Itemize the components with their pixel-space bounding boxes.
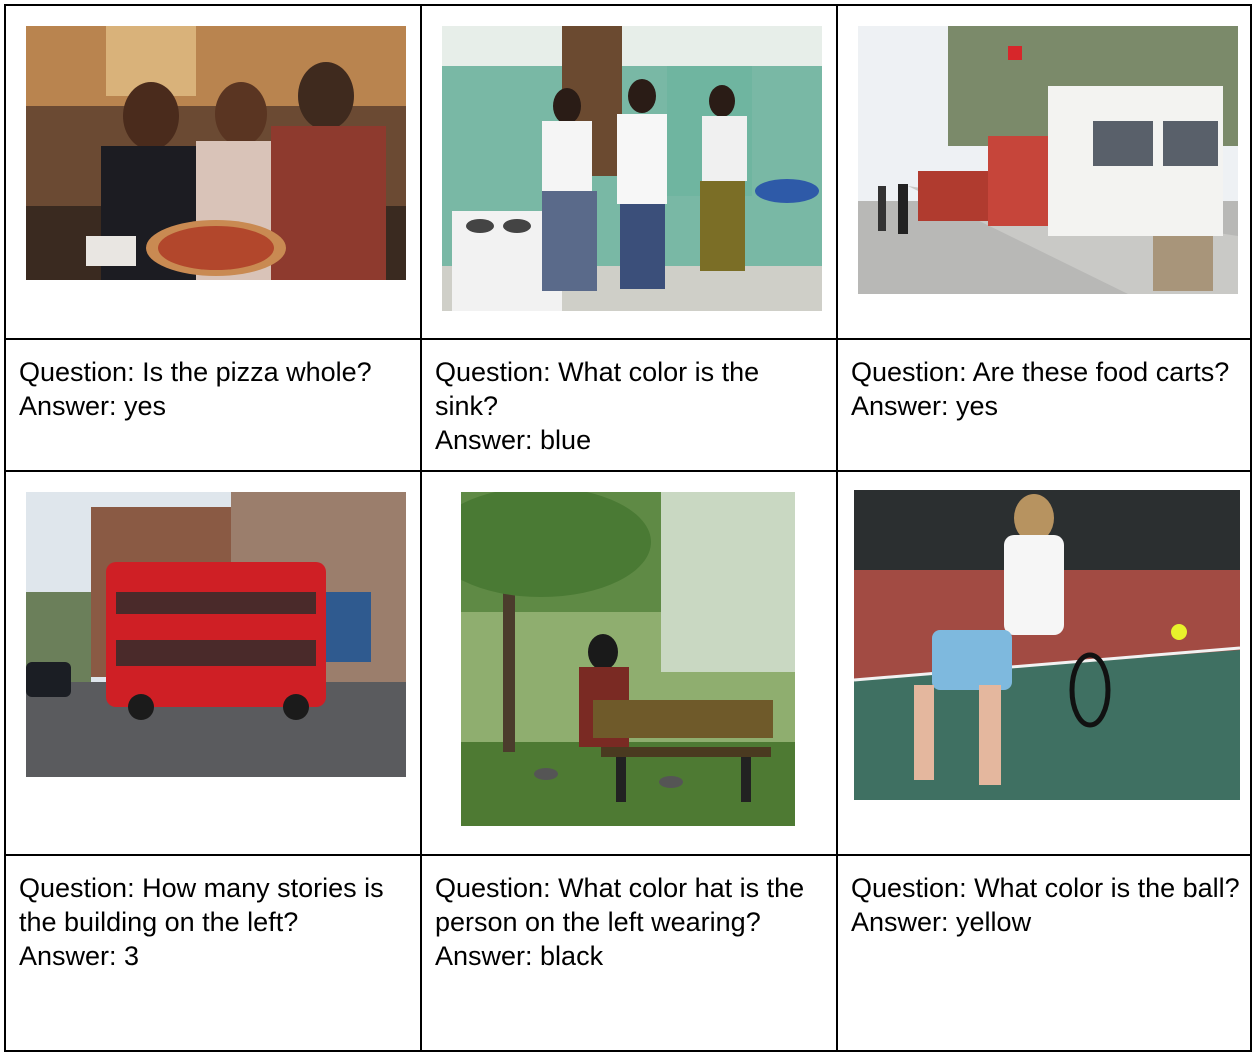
answer-text: Answer: yes <box>19 391 167 421</box>
tennis-player-photo <box>854 490 1240 800</box>
answer-text: Answer: blue <box>435 425 592 455</box>
red-double-decker-bus-photo <box>26 492 406 777</box>
question-text: Question: What color is the sink? <box>435 357 760 421</box>
question-text: Question: Are these food carts? <box>851 357 1230 387</box>
row-divider <box>6 470 1250 472</box>
answer-text: Answer: yellow <box>851 907 1032 937</box>
food-trucks-street-photo <box>858 26 1238 294</box>
answer-text: Answer: 3 <box>19 941 140 971</box>
question-text: Question: How many stories is the buildi… <box>19 873 384 937</box>
pizza-kitchen-photo <box>26 26 406 280</box>
row-divider <box>6 854 1250 856</box>
kitchen-women-photo <box>442 26 822 311</box>
qa-cell: Question: Is the pizza whole? Answer: ye… <box>19 355 411 423</box>
column-divider <box>420 6 422 1050</box>
column-divider <box>836 6 838 1050</box>
qa-cell: Question: What color is the ball? Answer… <box>851 871 1243 939</box>
qa-cell: Question: What color is the sink? Answer… <box>435 355 827 457</box>
question-text: Question: What color hat is the person o… <box>435 873 805 937</box>
question-text: Question: What color is the ball? <box>851 873 1240 903</box>
qa-cell: Question: Are these food carts? Answer: … <box>851 355 1243 423</box>
vqa-examples-table <box>4 4 1252 1052</box>
answer-text: Answer: yes <box>851 391 999 421</box>
qa-cell: Question: How many stories is the buildi… <box>19 871 411 973</box>
row-divider <box>6 338 1250 340</box>
question-text: Question: Is the pizza whole? <box>19 357 372 387</box>
park-bench-photo <box>461 492 795 826</box>
qa-cell: Question: What color hat is the person o… <box>435 871 820 973</box>
answer-text: Answer: black <box>435 941 604 971</box>
